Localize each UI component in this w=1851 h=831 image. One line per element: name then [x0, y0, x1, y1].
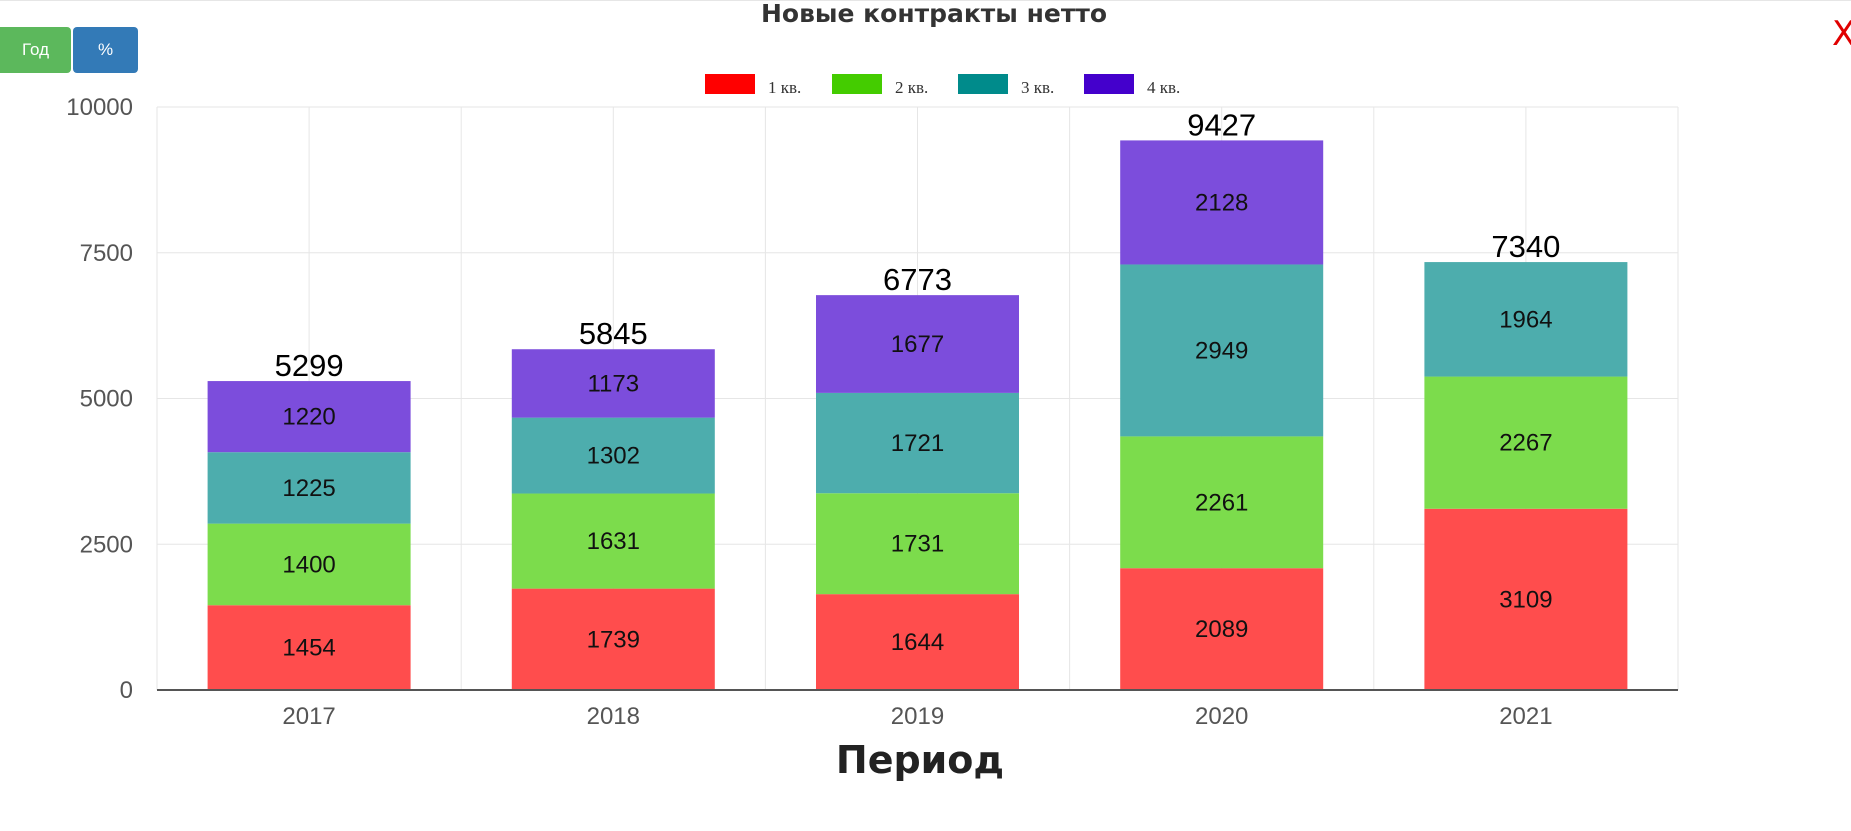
bar-segment [816, 594, 1019, 690]
bar-segment [816, 295, 1019, 393]
bar-value-label: 2261 [1195, 489, 1248, 516]
close-icon[interactable]: X [1832, 14, 1851, 54]
y-tick-label: 5000 [80, 386, 133, 413]
bar-segment [816, 493, 1019, 595]
bar-value-label: 3109 [1499, 586, 1552, 613]
bar-total-label: 6773 [883, 262, 952, 297]
bar-value-label: 2267 [1499, 430, 1552, 457]
y-tick-label: 10000 [66, 94, 133, 121]
bar-segment [207, 523, 411, 606]
bar-segment [207, 605, 411, 690]
bar-segment [511, 349, 715, 418]
legend-swatch [1084, 74, 1134, 94]
bar-segment [1120, 140, 1324, 265]
bar-value-label: 1739 [587, 626, 640, 653]
bar-value-label: 1677 [891, 331, 944, 358]
bar-segment [511, 493, 715, 589]
axes: 0 2500 5000 7500 10000 2017 2018 2019 2020 2021 [66, 94, 1678, 730]
bar-segment [1120, 264, 1324, 437]
bar-value-label: 2128 [1195, 189, 1248, 216]
bar-segment [1424, 508, 1628, 690]
bar-value-label: 1220 [282, 404, 335, 431]
y-tick-label: 7500 [80, 240, 133, 267]
legend-label: 3 кв. [1021, 78, 1054, 97]
bar-segment [511, 417, 715, 494]
bar-segment [1120, 436, 1324, 569]
bar-value-label: 1173 [587, 370, 639, 397]
bar-segment [207, 381, 411, 453]
legend-swatch [705, 74, 755, 94]
x-tick-label: 2019 [891, 703, 944, 730]
bar-total-label: 5845 [579, 316, 648, 351]
bar-value-label: 2949 [1195, 337, 1248, 364]
bar-value-label: 1400 [282, 551, 335, 578]
legend-label: 2 кв. [895, 78, 928, 97]
bar-value-label: 1644 [891, 629, 944, 656]
legend: 1 кв. 2 кв. 3 кв. 4 кв. [705, 74, 1180, 97]
bar-total-label: 9427 [1187, 107, 1256, 142]
year-button[interactable]: Год [0, 27, 71, 73]
bar-total-label: 7340 [1491, 229, 1560, 264]
bar-value-label: 1225 [282, 475, 335, 502]
x-axis-title: Период [836, 738, 1004, 782]
x-tick-label: 2018 [587, 703, 640, 730]
bar-value-label: 1964 [1499, 306, 1552, 333]
bar-segment [511, 588, 715, 690]
top-border [0, 0, 1851, 1]
x-tick-label: 2020 [1195, 703, 1248, 730]
legend-label: 1 кв. [768, 78, 801, 97]
legend-label: 4 кв. [1147, 78, 1180, 97]
y-tick-label: 0 [120, 677, 133, 704]
y-tick-label: 2500 [80, 531, 133, 558]
percent-button[interactable]: % [73, 27, 138, 73]
bar-segment [816, 392, 1019, 494]
bar-value-label: 1454 [282, 635, 335, 662]
bar-value-label: 1302 [587, 443, 640, 470]
legend-swatch [958, 74, 1008, 94]
bar-segment [1120, 568, 1324, 690]
bar-segment [1424, 376, 1628, 509]
bar-total-label: 5299 [275, 348, 344, 383]
bar-value-label: 1721 [891, 430, 944, 457]
bar-segment [1424, 262, 1628, 377]
chart-title: Новые контракты нетто [761, 0, 1107, 28]
x-tick-label: 2017 [282, 703, 335, 730]
bar-value-label: 1731 [891, 531, 944, 558]
bar-value-label: 2089 [1195, 616, 1248, 643]
bar-segment [207, 452, 411, 524]
bars: 1454 1400 1225 1220 5299 1739 1631 1302 1173 5845… [207, 107, 1628, 690]
bar-value-label: 1631 [587, 528, 640, 555]
x-tick-label: 2021 [1499, 703, 1552, 730]
legend-swatch [832, 74, 882, 94]
